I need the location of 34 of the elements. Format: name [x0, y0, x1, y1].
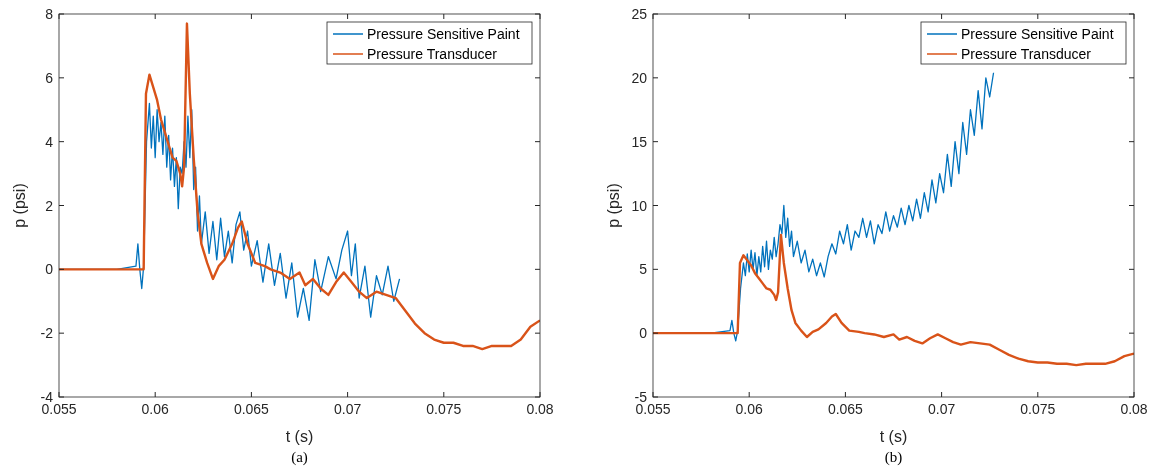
legend-label: Pressure Sensitive Paint — [367, 26, 520, 42]
x-tick-label: 0.065 — [827, 401, 864, 417]
x-tick-label: 0.075 — [426, 401, 462, 417]
legend-label: Pressure Sensitive Paint — [961, 26, 1114, 42]
y-tick-label: 0 — [639, 325, 648, 342]
x-axis-title: t (s) — [285, 428, 314, 445]
x-tick-label: 0.06 — [735, 401, 764, 417]
y-tick-label: 4 — [45, 133, 54, 150]
y-tick-label: 20 — [631, 69, 648, 86]
y-tick-label: 5 — [639, 261, 648, 278]
line-series — [59, 22, 540, 351]
legend-label: Pressure Transducer — [961, 46, 1092, 62]
y-tick-label: 6 — [45, 69, 54, 86]
y-axis-title: p (psi) — [605, 183, 622, 228]
text: (a) — [291, 449, 308, 466]
x-tick-label: 0.08 — [1120, 401, 1148, 417]
x-tick-label: 0.065 — [233, 401, 270, 417]
y-tick-label: -2 — [40, 325, 54, 342]
x-tick-label: 0.07 — [927, 401, 956, 417]
line-series — [653, 233, 1134, 367]
y-tick-label: 0 — [45, 261, 54, 278]
x-tick-label: 0.08 — [526, 401, 554, 417]
x-tick-label: 0.075 — [1020, 401, 1056, 417]
y-tick-label: 25 — [631, 6, 648, 22]
x-tick-label: 0.07 — [333, 401, 362, 417]
legend-label: Pressure Transducer — [367, 46, 498, 62]
x-axis-title: t (s) — [879, 428, 908, 445]
y-tick-label: 10 — [631, 197, 648, 214]
y-tick-label: 2 — [45, 197, 54, 214]
x-tick-label: 0.06 — [141, 401, 170, 417]
y-tick-label: 15 — [631, 133, 648, 150]
y-tick-label: 8 — [45, 6, 54, 22]
text: (b) — [884, 449, 903, 466]
y-axis-title: p (psi) — [11, 183, 28, 228]
